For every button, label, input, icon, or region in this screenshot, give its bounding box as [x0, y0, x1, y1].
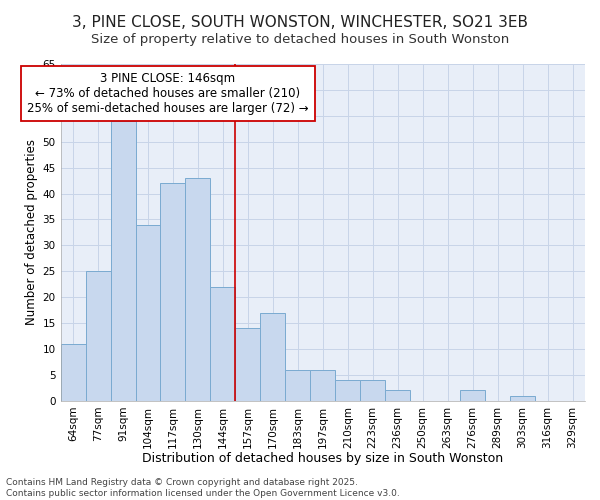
Text: Size of property relative to detached houses in South Wonston: Size of property relative to detached ho… — [91, 32, 509, 46]
Bar — [460, 390, 485, 401]
Bar — [185, 178, 211, 401]
Bar — [310, 370, 335, 401]
Text: 3 PINE CLOSE: 146sqm
← 73% of detached houses are smaller (210)
25% of semi-deta: 3 PINE CLOSE: 146sqm ← 73% of detached h… — [27, 72, 309, 115]
Bar — [110, 121, 136, 401]
Bar — [61, 344, 86, 401]
Bar — [360, 380, 385, 401]
Bar — [335, 380, 360, 401]
Bar — [385, 390, 410, 401]
Bar — [235, 328, 260, 401]
Bar — [510, 396, 535, 401]
Y-axis label: Number of detached properties: Number of detached properties — [25, 140, 38, 326]
Bar — [86, 272, 110, 401]
Bar — [211, 287, 235, 401]
Bar — [286, 370, 310, 401]
X-axis label: Distribution of detached houses by size in South Wonston: Distribution of detached houses by size … — [142, 452, 503, 465]
Text: Contains HM Land Registry data © Crown copyright and database right 2025.
Contai: Contains HM Land Registry data © Crown c… — [6, 478, 400, 498]
Bar — [136, 224, 160, 401]
Bar — [260, 312, 286, 401]
Bar — [160, 183, 185, 401]
Text: 3, PINE CLOSE, SOUTH WONSTON, WINCHESTER, SO21 3EB: 3, PINE CLOSE, SOUTH WONSTON, WINCHESTER… — [72, 15, 528, 30]
